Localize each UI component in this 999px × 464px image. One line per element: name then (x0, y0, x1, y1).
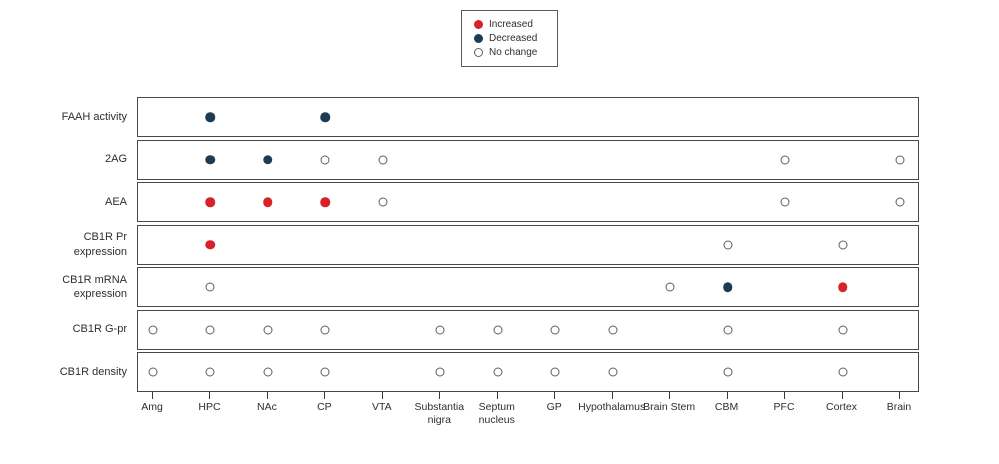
mark-no_change (378, 197, 388, 207)
legend-dot-no_change-icon (474, 48, 483, 57)
matrix-row (137, 267, 919, 307)
mark-no_change (665, 282, 675, 292)
axis-tick (324, 392, 326, 399)
mark-no_change (320, 367, 330, 377)
matrix-row (137, 97, 919, 137)
legend-label: Decreased (489, 33, 538, 44)
row-label: FAAH activity (61, 110, 127, 123)
matrix-row (137, 182, 919, 222)
x-axis-label: PFC (773, 401, 795, 413)
axis-tick (784, 392, 786, 399)
mark-increased (263, 197, 273, 207)
mark-no_change (780, 197, 790, 207)
x-axis-label: Septum nucleus (478, 401, 515, 426)
mark-no_change (550, 367, 560, 377)
mark-no_change (378, 155, 388, 164)
mark-no_change (263, 367, 273, 377)
mark-decreased (263, 154, 273, 165)
matrix-row (137, 139, 919, 180)
axis-tick (439, 392, 441, 399)
x-axis-label: HPC (198, 401, 221, 413)
mark-increased (205, 239, 216, 250)
x-axis-label: Hypothalamus (578, 401, 646, 413)
mark-decreased (320, 112, 331, 122)
matrix-row (137, 352, 919, 392)
mark-no_change (895, 197, 905, 207)
mark-no_change (493, 325, 503, 334)
legend-dot-increased-icon (474, 20, 483, 29)
x-axis-label: CP (317, 401, 332, 413)
mark-no_change (205, 367, 215, 377)
axis-tick (898, 392, 900, 399)
x-axis-label: Brain Stem (643, 401, 696, 413)
mark-increased (320, 197, 331, 207)
legend: Increased Decreased No change (461, 10, 558, 67)
mark-no_change (723, 325, 733, 334)
mark-no_change (723, 240, 733, 249)
mark-decreased (205, 112, 216, 122)
mark-no_change (550, 325, 560, 334)
axis-tick (611, 392, 613, 399)
x-axis-label: GP (546, 401, 562, 413)
row-label: CB1R Pr expression (73, 231, 127, 258)
axis-tick (726, 392, 728, 399)
legend-label: Increased (489, 19, 533, 30)
x-axis-label: CBM (714, 401, 739, 413)
x-axis-label: Substantia nigra (414, 401, 465, 426)
axis-tick (381, 392, 383, 399)
mark-no_change (723, 367, 733, 377)
mark-increased (837, 282, 848, 292)
legend-dot-decreased-icon (474, 34, 483, 43)
axis-tick (209, 392, 211, 399)
mark-no_change (435, 325, 445, 334)
mark-no_change (320, 325, 330, 334)
mark-no_change (435, 367, 445, 377)
mark-no_change (608, 367, 618, 377)
mark-no_change (148, 325, 158, 334)
legend-item-increased: Increased (474, 19, 557, 30)
matrix-row (137, 309, 919, 350)
mark-no_change (205, 282, 215, 292)
mark-no_change (493, 367, 503, 377)
axis-tick (554, 392, 556, 399)
mark-no_change (148, 367, 158, 377)
legend-label: No change (489, 47, 538, 58)
mark-no_change (895, 155, 905, 164)
axis-tick (841, 392, 843, 399)
mark-no_change (838, 325, 848, 334)
legend-item-no_change: No change (474, 47, 557, 58)
axis-tick (669, 392, 671, 399)
axis-tick (496, 392, 498, 399)
mark-decreased (205, 154, 216, 165)
mark-no_change (263, 325, 273, 334)
row-label: CB1R density (59, 365, 127, 378)
row-label: CB1R G-pr (72, 323, 127, 336)
row-label: AEA (104, 195, 127, 208)
mark-no_change (320, 155, 330, 164)
x-axis-label: NAc (256, 401, 277, 413)
row-label: 2AG (104, 153, 127, 166)
axis-tick (266, 392, 268, 399)
mark-increased (205, 197, 216, 207)
axis-tick (152, 392, 153, 399)
row-label: CB1R mRNA expression (62, 273, 127, 300)
x-axis-label: Amg (141, 401, 163, 413)
legend-item-decreased: Decreased (474, 33, 557, 44)
mark-no_change (838, 240, 848, 249)
x-axis-label: Cortex (826, 401, 857, 413)
mark-no_change (838, 367, 848, 377)
mark-no_change (780, 155, 790, 164)
x-axis-label: Brain (886, 401, 912, 413)
matrix-row (137, 224, 919, 265)
x-axis-label: VTA (372, 401, 392, 413)
mark-no_change (608, 325, 618, 334)
mark-no_change (205, 325, 215, 334)
mark-decreased (722, 282, 733, 292)
